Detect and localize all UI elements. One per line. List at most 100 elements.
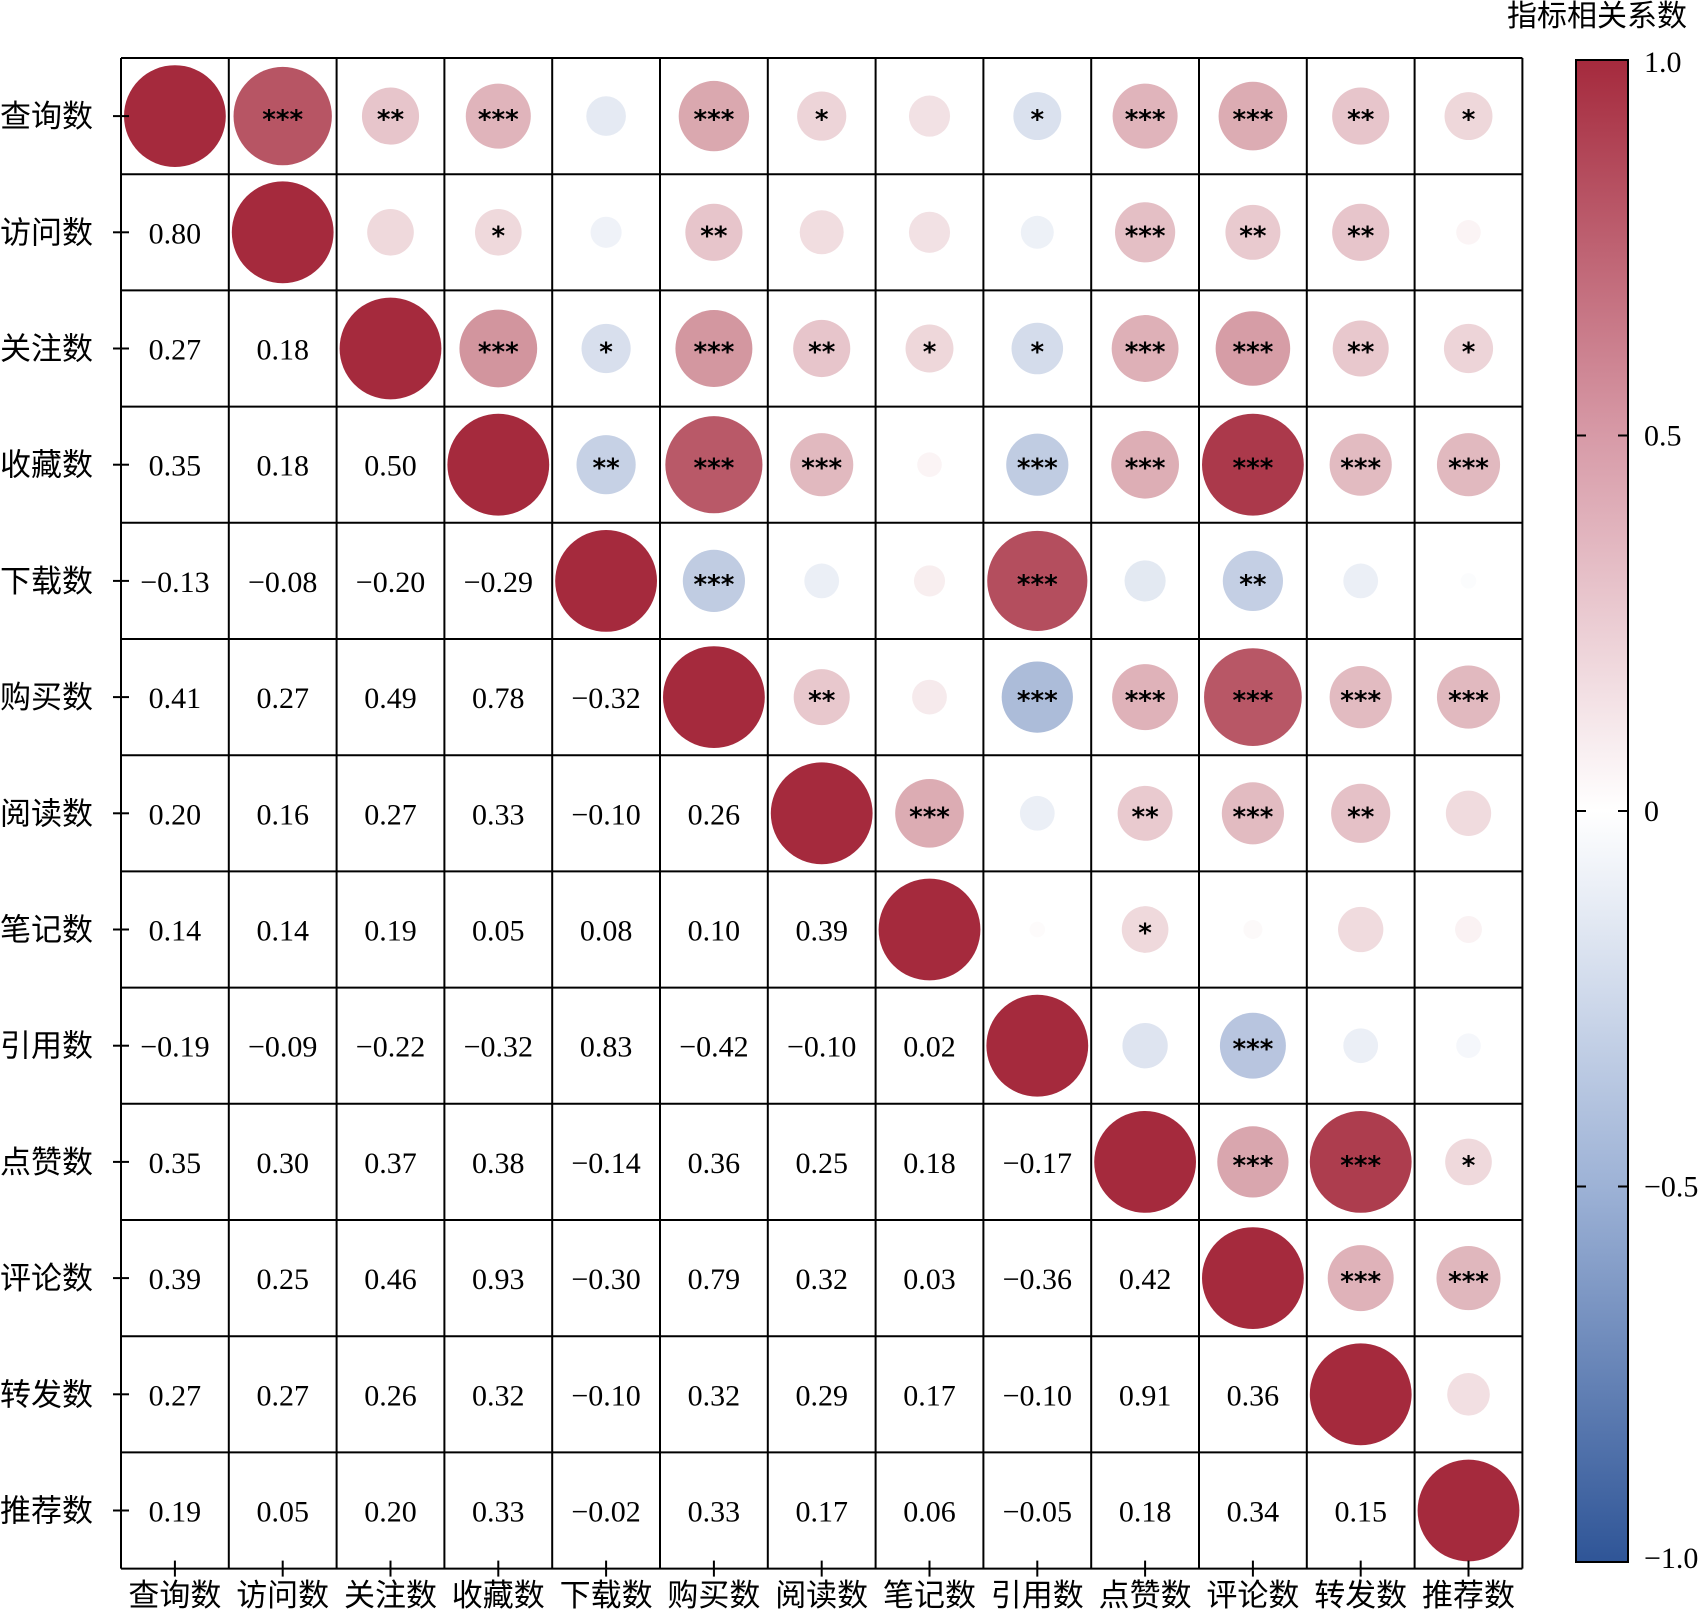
- coefficient-label: 0.34: [1227, 1496, 1280, 1529]
- significance-stars: *: [1030, 105, 1044, 135]
- coefficient-label: 0.20: [364, 1496, 417, 1529]
- significance-stars: ***: [1233, 454, 1274, 484]
- significance-stars: ***: [1125, 454, 1166, 484]
- colorbar: 指标相关系数 1.0 0.5 0 −0.5 −1.0: [1507, 0, 1698, 1575]
- coefficient-label: 0.39: [149, 1263, 202, 1296]
- y-axis-label: 访问数: [0, 215, 93, 251]
- significance-stars: **: [1239, 221, 1267, 251]
- significance-stars: ***: [694, 570, 735, 600]
- correlation-circle: [665, 416, 763, 514]
- y-axis-label: 评论数: [0, 1261, 93, 1297]
- coefficient-label: 0.36: [1227, 1379, 1280, 1412]
- correlation-circle: [908, 211, 951, 253]
- coefficient-label: 0.08: [580, 915, 633, 948]
- coefficient-label: −0.19: [140, 1031, 209, 1064]
- correlation-circle: [1455, 916, 1482, 943]
- correlation-circle: [908, 95, 951, 137]
- correlation-circle: [678, 80, 750, 152]
- coefficient-label: −0.02: [571, 1496, 640, 1529]
- coefficient-label: 0.02: [903, 1031, 956, 1064]
- correlation-circle: [1445, 1138, 1492, 1186]
- x-axis-label: 下载数: [560, 1578, 653, 1611]
- coefficient-label: 0.39: [795, 915, 848, 948]
- coefficient-label: −0.22: [356, 1031, 425, 1064]
- correlation-circle: [895, 778, 964, 848]
- correlation-circle: [793, 669, 850, 726]
- coefficient-label: 0.19: [364, 915, 417, 948]
- coefficient-label: 0.27: [256, 682, 309, 715]
- coefficient-label: −0.10: [787, 1031, 856, 1064]
- correlation-circle: [465, 83, 531, 149]
- coefficient-label: 0.20: [149, 798, 202, 831]
- diagonal-circle: [878, 878, 981, 981]
- correlation-circle: [576, 435, 636, 495]
- correlation-circle: [590, 216, 622, 248]
- y-axis-label: 收藏数: [0, 448, 93, 484]
- significance-stars: ***: [1340, 686, 1381, 716]
- diagonal-circle: [1417, 1459, 1520, 1562]
- coefficient-label: −0.32: [571, 682, 640, 715]
- diagonal-circle: [986, 994, 1089, 1097]
- correlation-circle: [459, 309, 538, 388]
- diagonal-circle: [1309, 1343, 1412, 1446]
- correlation-circle: [1332, 203, 1390, 261]
- correlation-circle: [1329, 433, 1392, 496]
- matrix-grid: [120, 57, 1524, 1570]
- diagonal-circle: [770, 762, 873, 865]
- correlation-circle: [917, 452, 942, 477]
- significance-stars: *: [923, 338, 937, 368]
- diagonal-circle: [447, 413, 550, 516]
- significance-stars: **: [1131, 802, 1159, 832]
- correlation-circle: [1019, 795, 1055, 831]
- x-axis-label: 转发数: [1314, 1578, 1407, 1611]
- correlation-circle: [1332, 320, 1389, 377]
- significance-stars: ***: [1340, 1151, 1381, 1181]
- significance-stars: *: [1138, 919, 1152, 949]
- coefficient-label: 0.29: [795, 1379, 848, 1412]
- coefficient-label: 0.78: [472, 682, 525, 715]
- significance-stars: **: [1239, 570, 1267, 600]
- significance-stars: ***: [1233, 1151, 1274, 1181]
- coefficient-label: 0.19: [149, 1496, 202, 1529]
- correlation-circle: [1436, 1246, 1501, 1311]
- coefficient-label: −0.30: [571, 1263, 640, 1296]
- coefficient-label: −0.17: [1003, 1147, 1072, 1180]
- x-axis-label: 笔记数: [883, 1578, 976, 1611]
- correlation-circle: [586, 96, 626, 136]
- coefficient-label: 0.83: [580, 1031, 633, 1064]
- significance-stars: **: [808, 338, 836, 368]
- y-axis-label: 查询数: [0, 99, 93, 135]
- y-axis-label: 转发数: [0, 1377, 93, 1413]
- significance-stars: *: [815, 105, 829, 135]
- correlation-circle: [1202, 413, 1304, 516]
- correlation-circle: [1460, 573, 1477, 589]
- correlation-circle: [1217, 1126, 1289, 1198]
- significance-stars: ***: [262, 105, 303, 135]
- coefficient-label: 0.37: [364, 1147, 417, 1180]
- correlation-circle: [1222, 550, 1284, 612]
- correlation-circle: [1225, 204, 1281, 260]
- coefficient-label: −0.36: [1003, 1263, 1072, 1296]
- coefficient-label: 0.80: [149, 217, 202, 250]
- coefficient-label: 0.27: [149, 1379, 202, 1412]
- correlation-circle: [1218, 81, 1288, 151]
- x-axis-label: 查询数: [128, 1578, 221, 1611]
- coefficient-label: −0.29: [464, 566, 533, 599]
- coefficient-label: 0.03: [903, 1263, 956, 1296]
- significance-stars: ***: [1125, 338, 1166, 368]
- coefficient-label: 0.18: [903, 1147, 956, 1180]
- significance-stars: ***: [1125, 686, 1166, 716]
- matrix-cells: *** ** *** *** * * *** *** ** *0.80 * ** *** ** **0.27…: [123, 65, 1520, 1562]
- correlation-circle: [1456, 220, 1481, 245]
- correlation-circle: [1029, 921, 1046, 938]
- coefficient-label: 0.26: [364, 1379, 417, 1412]
- x-axis-label: 评论数: [1206, 1578, 1299, 1611]
- colorbar-tick-label: −0.5: [1644, 1171, 1698, 1204]
- colorbar-tick-label: −1.0: [1644, 1542, 1698, 1575]
- significance-stars: ***: [694, 454, 735, 484]
- correlation-circle: [1436, 665, 1501, 729]
- correlation-circle: [1219, 1012, 1286, 1079]
- coefficient-label: 0.35: [149, 1147, 202, 1180]
- colorbar-tick-label: 1.0: [1644, 46, 1682, 79]
- correlation-circle: [1338, 906, 1384, 953]
